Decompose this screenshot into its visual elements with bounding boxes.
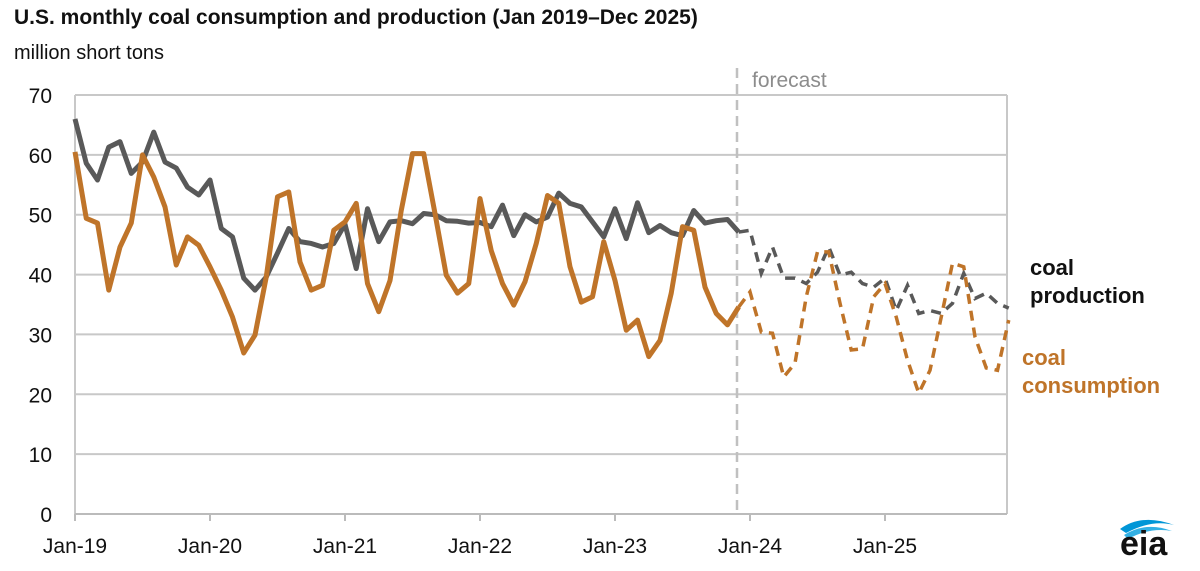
legend-label-line: consumption	[1022, 373, 1161, 398]
x-tick-label: Jan-20	[178, 535, 242, 558]
x-tick-label: Jan-22	[448, 535, 512, 558]
legend-label-line: production	[1030, 283, 1145, 308]
y-tick-label: 40	[29, 265, 52, 288]
x-tick-label: Jan-23	[583, 535, 647, 558]
x-tick-label: Jan-19	[43, 535, 107, 558]
y-tick-label: 0	[40, 504, 52, 527]
eia-logo: eia	[1112, 515, 1182, 565]
eia-logo-swoosh-icon	[1120, 519, 1174, 539]
coal-production-history-line	[72, 118, 741, 293]
y-tick-label: 60	[29, 145, 52, 168]
x-tick-label: Jan-25	[853, 535, 917, 558]
y-tick-label: 70	[29, 85, 52, 108]
chart-title: U.S. monthly coal consumption and produc…	[14, 6, 698, 29]
y-tick-label: 30	[29, 324, 52, 347]
coal-consumption-forecast-line	[737, 250, 1011, 398]
forecast-label: forecast	[752, 69, 827, 92]
x-tick-label: Jan-21	[313, 535, 377, 558]
legend-coal-consumption: coal consumption	[1022, 344, 1160, 400]
y-axis-unit: million short tons	[14, 42, 165, 64]
eia-logo-text: eia	[1120, 525, 1168, 563]
legend-label-line: coal	[1022, 345, 1067, 370]
coal-consumption-history-line	[72, 151, 741, 360]
legend-label-line: coal	[1030, 255, 1075, 280]
legend-coal-production: coal production	[1030, 254, 1145, 310]
y-tick-label: 50	[29, 205, 52, 228]
y-tick-label: 10	[29, 444, 52, 467]
y-tick-label: 20	[29, 384, 52, 407]
x-tick-label: Jan-24	[718, 535, 783, 558]
